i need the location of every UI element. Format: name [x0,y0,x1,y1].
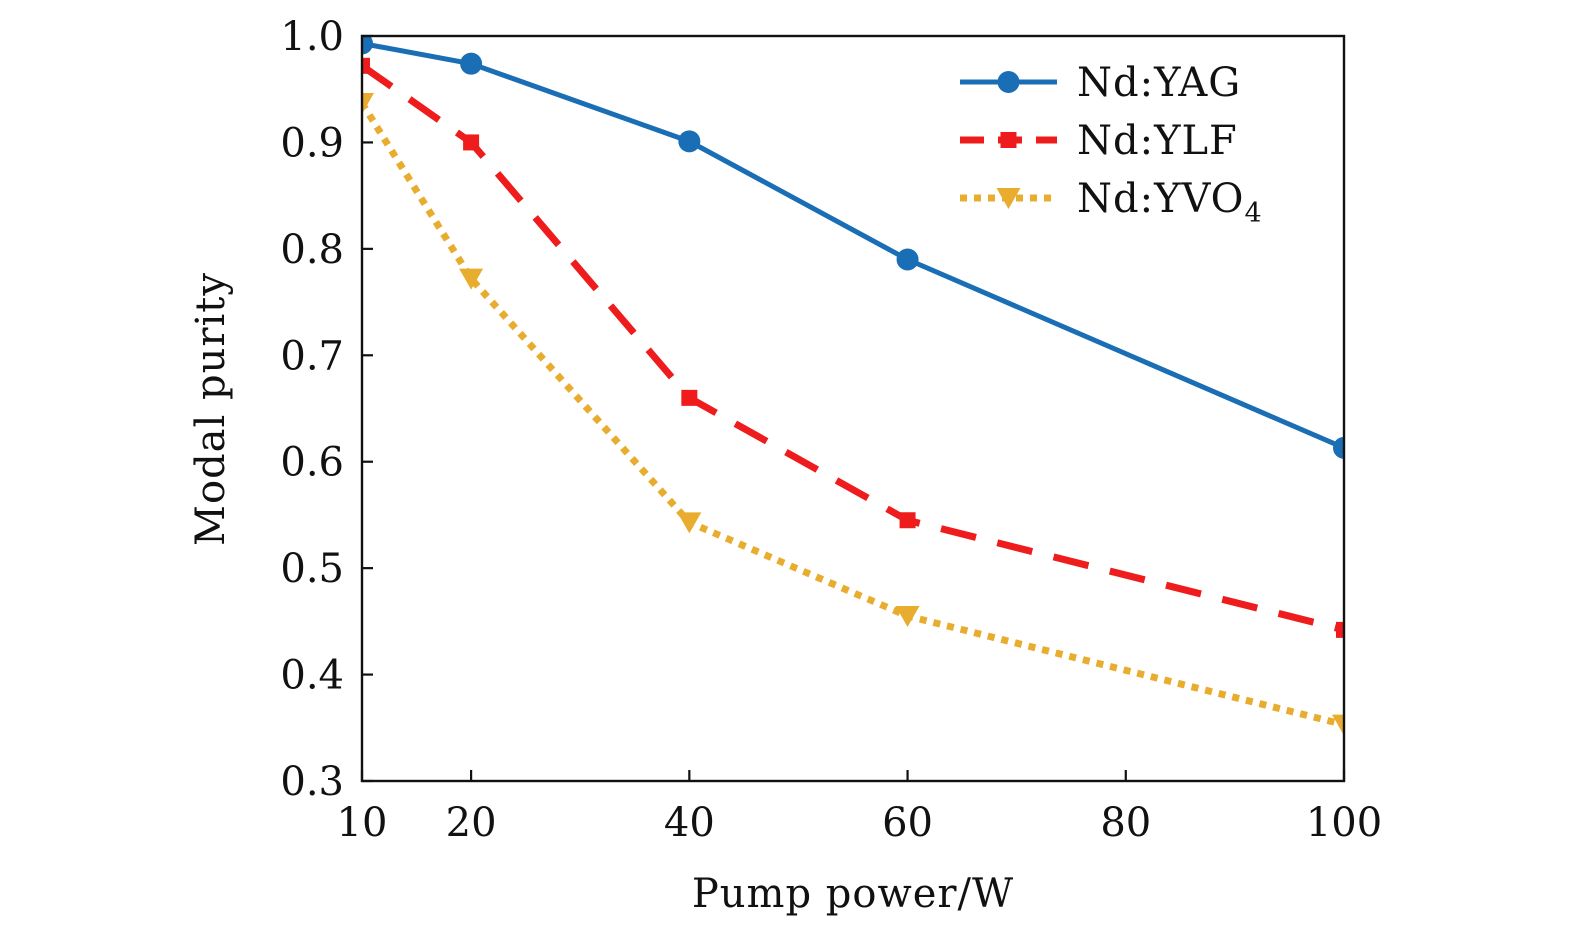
x-tick-label: 80 [1100,800,1151,846]
x-tick-label: 100 [1306,800,1382,846]
series-layer [362,36,1344,736]
series-1 [362,57,1344,638]
x-tick-label: 10 [337,800,388,846]
data-point [895,606,920,628]
data-point [1336,621,1344,638]
y-tick-label: 0.5 [280,546,344,592]
data-point [460,52,483,75]
data-point [362,36,373,55]
y-tick-label: 0.7 [280,333,344,379]
legend-marker [997,71,1020,93]
legend-entry: Nd:YLF [960,118,1238,164]
y-tick-label: 0.6 [280,440,344,486]
y-tick-label: 1.0 [280,14,344,60]
legend-marker [1000,132,1017,148]
series-2 [362,93,1344,736]
y-tick-label: 0.9 [280,120,344,166]
data-point [899,512,916,529]
data-point [678,130,701,153]
x-tick-label: 20 [446,800,497,846]
legend: Nd:YAG Nd:YLF Nd:YVO4 [960,60,1263,229]
x-tick-label: 60 [882,800,933,846]
plot-frame [360,34,1346,783]
data-point [681,389,698,406]
axis-ticks: 10 20 40 60 80 100 0.3 0.4 0.5 0.6 0.7 0.8 0.9 1.0 [280,14,1382,846]
legend-entry: Nd:YAG [960,60,1241,106]
data-point [463,134,480,151]
legend-label: Nd:YVO4 [1077,176,1263,229]
data-point [896,248,919,271]
legend-label-subscript: 4 [1244,198,1262,229]
y-tick-label: 0.3 [280,759,344,805]
legend-label: Nd:YAG [1077,60,1241,106]
data-point [677,512,702,534]
x-axis-title: Pump power/W [692,871,1014,917]
series-0 [362,36,1344,459]
legend-label: Nd:YLF [1077,118,1238,164]
x-tick-label: 40 [664,800,715,846]
y-tick-label: 0.4 [280,653,344,699]
legend-label-text: Nd:YAG [1077,60,1241,106]
legend-entry: Nd:YVO4 [960,176,1263,229]
data-point [1332,714,1344,736]
data-point [459,268,484,290]
legend-label-text: Nd:YLF [1077,118,1238,164]
y-tick-label: 0.8 [280,227,344,273]
y-axis-title: Modal purity [188,272,234,546]
legend-label-text: Nd:YVO [1077,176,1244,222]
data-point [1333,436,1344,459]
data-point [362,57,370,74]
data-point [362,93,374,115]
legend-marker [996,188,1021,209]
